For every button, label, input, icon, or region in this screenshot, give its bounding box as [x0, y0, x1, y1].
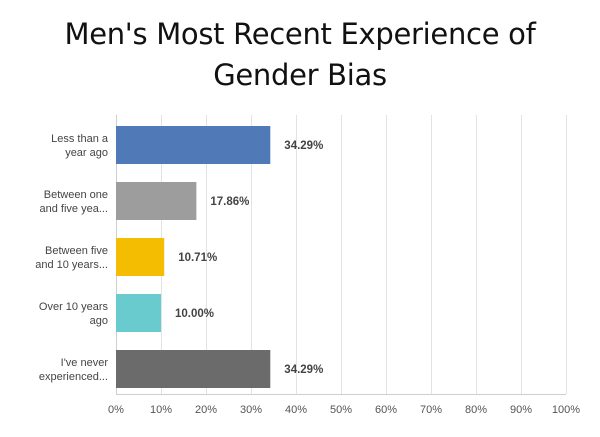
value-label-0: 34.29% — [284, 140, 323, 152]
category-label-2-line-0: Between five — [45, 245, 108, 257]
category-label-0-line-1: year ago — [65, 147, 108, 159]
bar-2 — [116, 238, 165, 276]
bars — [116, 126, 271, 388]
x-tick-label-80: 80% — [465, 404, 487, 416]
category-label-4-line-0: I've never — [61, 357, 109, 369]
category-label-3-line-0: Over 10 years — [39, 301, 109, 313]
value-label-1: 17.86% — [210, 196, 249, 208]
bar-3 — [116, 294, 161, 332]
value-label-2: 10.71% — [178, 252, 217, 264]
chart-title: Men's Most Recent Experience of Gender B… — [0, 14, 600, 96]
x-tick-label-100: 100% — [552, 404, 580, 416]
grid-lines — [116, 115, 567, 395]
x-tick-label-10: 10% — [150, 404, 172, 416]
bar-1 — [116, 182, 197, 220]
category-label-1-line-1: and five yea... — [40, 203, 109, 215]
chart-title-line-2: Gender Bias — [213, 58, 387, 92]
category-label-4-line-1: experienced... — [39, 371, 108, 383]
x-tick-label-20: 20% — [195, 404, 217, 416]
x-tick-label-50: 50% — [330, 404, 352, 416]
labels: 0% 10% 20% 30% 40% 50% 60% 70% 80% 90% 100% 34.29% L… — [35, 133, 580, 416]
bar-0 — [116, 126, 271, 164]
category-label-2-line-1: and 10 years... — [35, 259, 108, 271]
x-tick-label-70: 70% — [420, 404, 442, 416]
x-tick-label-0: 0% — [108, 404, 124, 416]
chart-title-line-1: Men's Most Recent Experience of — [64, 17, 536, 51]
category-label-1-line-0: Between one — [44, 189, 108, 201]
bar-4 — [116, 350, 271, 388]
category-label-3-line-1: ago — [90, 315, 108, 327]
x-tick-label-30: 30% — [240, 404, 262, 416]
value-label-4: 34.29% — [284, 364, 323, 376]
value-label-3: 10.00% — [175, 308, 214, 320]
x-tick-label-40: 40% — [285, 404, 307, 416]
x-tick-label-90: 90% — [510, 404, 532, 416]
category-label-0-line-0: Less than a — [51, 133, 109, 145]
x-tick-label-60: 60% — [375, 404, 397, 416]
